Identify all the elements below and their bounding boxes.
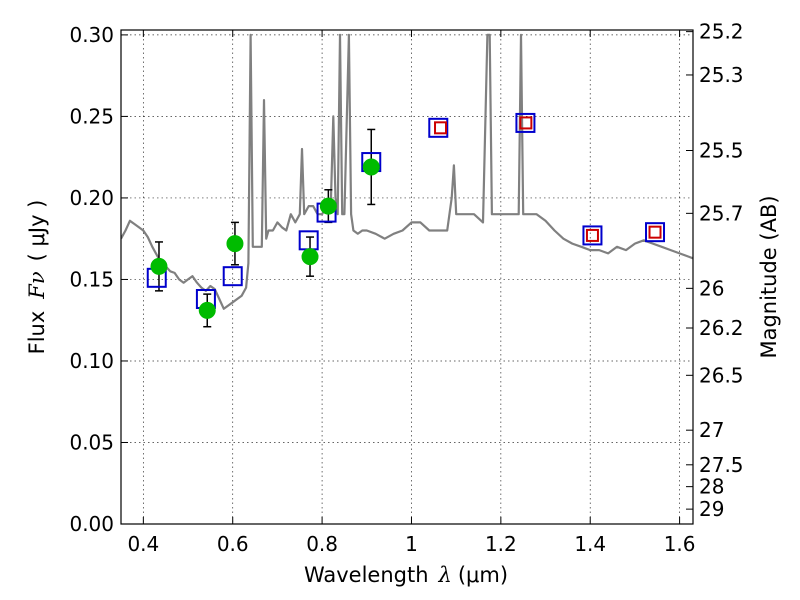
y2-tick-label: 29: [699, 497, 724, 521]
y-axis-title: Flux Fν ( μJy ): [25, 200, 49, 355]
model-point: [428, 117, 449, 138]
model-point: [645, 222, 666, 243]
y2-axis-title: Magnitude (AB): [757, 195, 781, 358]
upper-limit-point: [519, 116, 533, 130]
observed-point: [198, 301, 216, 319]
x-axis-unit: (μm): [458, 563, 508, 587]
sed-line: [121, 33, 693, 310]
x-axis-title: Wavelength λ (μm): [304, 563, 508, 587]
y2-tick-label: 27: [699, 418, 724, 442]
y-tick-label: 0.05: [69, 430, 114, 454]
observed-point: [362, 158, 380, 176]
axis-ticks: 0.4 0.6 0.8 1 1.2 1.4 1.6 0.00 0.05 0.10 0.15 0.20 0…: [69, 20, 743, 556]
observed-point: [319, 197, 337, 215]
y-axis-label: Flux: [25, 311, 49, 355]
model-point: [515, 112, 536, 133]
x-axis-label: Wavelength: [304, 563, 429, 587]
observed-point: [301, 248, 319, 266]
y-tick-label: 0.00: [69, 512, 114, 536]
plot-frame: [120, 29, 694, 525]
y2-tick-label: 26: [699, 276, 724, 300]
y2-tick-label: 26.5: [699, 363, 744, 387]
y-axis-symbol: Fν: [25, 271, 49, 300]
x-tick-label: 0.4: [127, 532, 159, 556]
x-tick-label: 0.8: [306, 532, 338, 556]
y-tick-label: 0.10: [69, 349, 114, 373]
y-tick-label: 0.15: [69, 267, 114, 291]
y-axis-unit: ( μJy ): [25, 200, 49, 262]
x-tick-label: 1: [405, 532, 418, 556]
y2-tick-label: 25.2: [699, 20, 744, 44]
y2-tick-label: 26.2: [699, 316, 744, 340]
y2-tick-label: 28: [699, 475, 724, 499]
observed-point: [226, 235, 244, 253]
y-tick-label: 0.30: [69, 23, 114, 47]
y2-tick-label: 25.3: [699, 63, 744, 87]
x-axis-symbol: λ: [438, 563, 452, 587]
y-tick-label: 0.20: [69, 186, 114, 210]
model-point: [582, 225, 603, 246]
y2-tick-label: 25.7: [699, 201, 744, 225]
upper-limit-point: [585, 228, 599, 242]
upper-limit-point: [434, 121, 448, 135]
upper-limit-point: [648, 225, 662, 239]
y-tick-label: 0.25: [69, 104, 114, 128]
model-point: [222, 266, 243, 287]
plot-area: [121, 33, 693, 328]
x-tick-label: 1.2: [485, 532, 517, 556]
x-tick-label: 0.6: [217, 532, 249, 556]
y2-tick-label: 27.5: [699, 453, 744, 477]
observed-point: [150, 257, 168, 275]
y2-tick-label: 25.5: [699, 139, 744, 163]
x-tick-label: 1.4: [574, 532, 606, 556]
x-tick-label: 1.6: [664, 532, 696, 556]
